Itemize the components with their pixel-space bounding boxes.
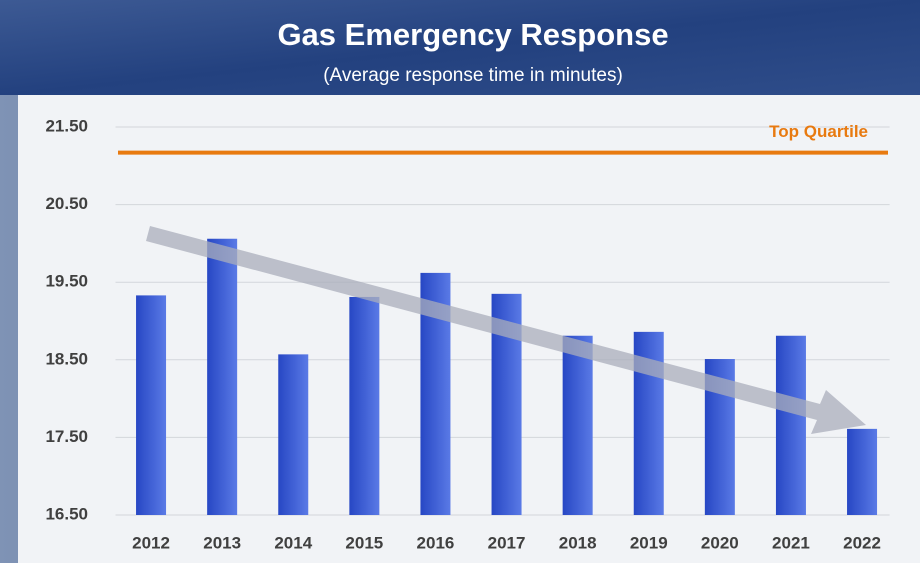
y-tick-label: 19.50 bbox=[45, 272, 88, 291]
bar bbox=[349, 296, 380, 515]
plot-panel bbox=[18, 95, 920, 563]
y-tick-label: 21.50 bbox=[45, 116, 88, 135]
bar bbox=[278, 354, 309, 515]
chart-subtitle: (Average response time in minutes) bbox=[323, 65, 623, 86]
x-tick-label: 2022 bbox=[843, 533, 881, 552]
x-tick-label: 2015 bbox=[345, 533, 383, 552]
reference-label: Top Quartile bbox=[769, 122, 868, 141]
x-tick-label: 2018 bbox=[559, 533, 597, 552]
bar bbox=[847, 428, 878, 515]
header-band bbox=[0, 0, 920, 95]
bar bbox=[136, 295, 167, 515]
y-tick-label: 17.50 bbox=[45, 427, 88, 446]
y-tick-label: 20.50 bbox=[45, 194, 88, 213]
y-tick-label: 16.50 bbox=[45, 504, 88, 523]
x-tick-label: 2019 bbox=[630, 533, 668, 552]
plot: 16.50 17.50 18.50 19.50 20.50 21.50 2012 2013 20… bbox=[45, 116, 890, 552]
bar bbox=[207, 238, 238, 515]
bar bbox=[562, 335, 593, 515]
x-tick-label: 2012 bbox=[132, 533, 170, 552]
trend-arrow bbox=[146, 226, 866, 434]
x-tick-label: 2020 bbox=[701, 533, 739, 552]
x-tick-label: 2013 bbox=[203, 533, 241, 552]
x-tick-label: 2021 bbox=[772, 533, 810, 552]
x-tick-label: 2017 bbox=[488, 533, 526, 552]
x-tick-label: 2014 bbox=[274, 533, 312, 552]
x-tick-label: 2016 bbox=[417, 533, 455, 552]
bar bbox=[775, 335, 806, 515]
chart-title: Gas Emergency Response bbox=[277, 17, 668, 52]
y-tick-label: 18.50 bbox=[45, 349, 88, 368]
